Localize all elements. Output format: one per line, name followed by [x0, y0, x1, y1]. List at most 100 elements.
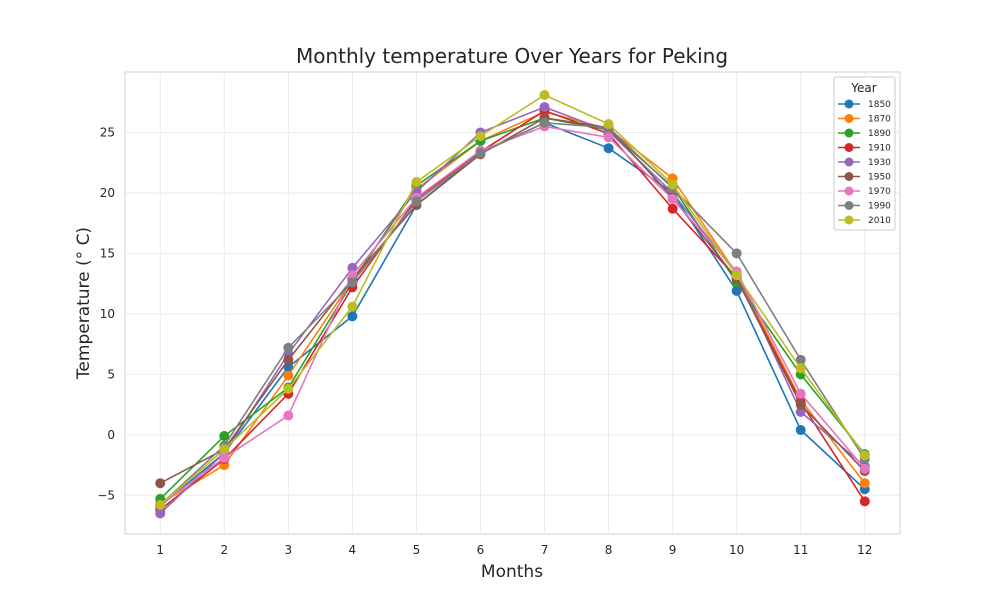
data-point: [411, 177, 422, 188]
data-point: [155, 499, 166, 510]
legend-label: 2010: [868, 216, 891, 226]
data-point: [795, 354, 806, 365]
data-point: [731, 285, 742, 296]
x-tick-label: 3: [285, 543, 293, 557]
legend-marker: [844, 99, 854, 109]
chart-title: Monthly temperature Over Years for Pekin…: [296, 44, 728, 68]
data-point: [475, 131, 486, 142]
data-point: [219, 452, 230, 463]
data-point: [667, 203, 678, 214]
y-tick-label: 5: [107, 367, 115, 381]
legend-item: 1930: [838, 157, 891, 168]
y-tick-label: −5: [97, 488, 115, 502]
data-point: [347, 301, 358, 312]
legend-item: 2010: [838, 215, 891, 226]
x-tick-label: 4: [349, 543, 357, 557]
data-point: [475, 148, 486, 159]
x-tick-label: 9: [669, 543, 677, 557]
x-axis-label: Months: [481, 562, 543, 582]
legend-marker: [844, 143, 854, 152]
data-point: [731, 248, 742, 259]
y-tick-label: 25: [100, 125, 115, 139]
data-point: [859, 478, 870, 489]
data-point: [539, 102, 550, 113]
series-line: [159, 94, 866, 506]
legend-marker: [844, 172, 854, 181]
data-point: [731, 270, 742, 281]
x-tick-label: 8: [605, 543, 613, 557]
data-point: [283, 383, 294, 394]
plot-area: [125, 72, 900, 534]
data-point: [539, 117, 550, 128]
legend-items: 1850 1870 1890 1910 1930 1950 1970 1990 2010: [838, 99, 891, 226]
data-point: [347, 270, 358, 281]
data-point: [283, 354, 294, 365]
data-point: [603, 132, 614, 143]
legend-marker: [844, 201, 854, 210]
legend-label: 1950: [868, 173, 891, 183]
data-point: [347, 262, 358, 273]
data-point: [155, 508, 166, 519]
legend-item: 1970: [838, 186, 891, 197]
x-tick-label: 1: [156, 543, 164, 557]
series-line: [159, 117, 866, 484]
legend-item: 1870: [838, 114, 891, 125]
data-point: [795, 388, 806, 399]
legend-label: 1990: [868, 202, 891, 212]
y-tick-label: 15: [100, 246, 115, 260]
x-tick-label: 10: [729, 543, 744, 557]
series-lines: [155, 89, 870, 519]
data-point: [795, 399, 806, 410]
legend-marker: [844, 215, 854, 225]
data-point: [859, 496, 870, 507]
x-tick-label: 6: [477, 543, 485, 557]
series-line: [159, 121, 866, 506]
x-tick-label: 7: [541, 543, 549, 557]
legend-marker: [844, 186, 854, 196]
legend-marker: [844, 114, 854, 123]
series-2010: [155, 89, 870, 510]
data-point: [219, 431, 230, 442]
data-point: [347, 311, 358, 322]
legend-item: 1950: [838, 172, 891, 183]
legend-item: 1910: [838, 143, 891, 154]
x-tick-label: 5: [413, 543, 421, 557]
legend-marker: [844, 157, 854, 167]
data-point: [603, 119, 614, 130]
x-tick-label: 12: [857, 543, 872, 557]
legend-label: 1930: [868, 158, 891, 168]
legend-label: 1970: [868, 187, 891, 197]
data-point: [795, 424, 806, 435]
data-point: [539, 89, 550, 100]
legend: Year 1850 1870 1890 1910 1930 1950 1970 1990 201…: [833, 76, 896, 231]
data-point: [411, 196, 422, 207]
data-point: [283, 342, 294, 353]
data-point: [859, 450, 870, 461]
legend-title: Year: [850, 81, 876, 95]
legend-label: 1850: [868, 100, 891, 110]
legend-marker: [844, 128, 854, 138]
data-point: [859, 463, 870, 474]
y-tick-label: 0: [107, 428, 115, 442]
y-tick-label: 20: [100, 186, 115, 200]
legend-item: 1990: [838, 201, 891, 212]
plot-frame: [124, 71, 901, 535]
data-point: [347, 277, 358, 288]
legend-item: 1890: [838, 128, 891, 139]
x-tick-label: 11: [793, 543, 808, 557]
x-tick-label: 2: [220, 543, 228, 557]
series-line: [159, 106, 866, 515]
data-point: [283, 410, 294, 421]
legend-item: 1850: [838, 99, 891, 110]
series-line: [159, 111, 866, 505]
data-point: [667, 179, 678, 190]
data-point: [219, 444, 230, 455]
data-point: [795, 363, 806, 374]
legend-label: 1890: [868, 129, 891, 139]
legend-label: 1870: [868, 115, 891, 125]
y-axis-label: Temperature (° C): [74, 227, 94, 380]
y-tick-label: 10: [100, 307, 115, 321]
